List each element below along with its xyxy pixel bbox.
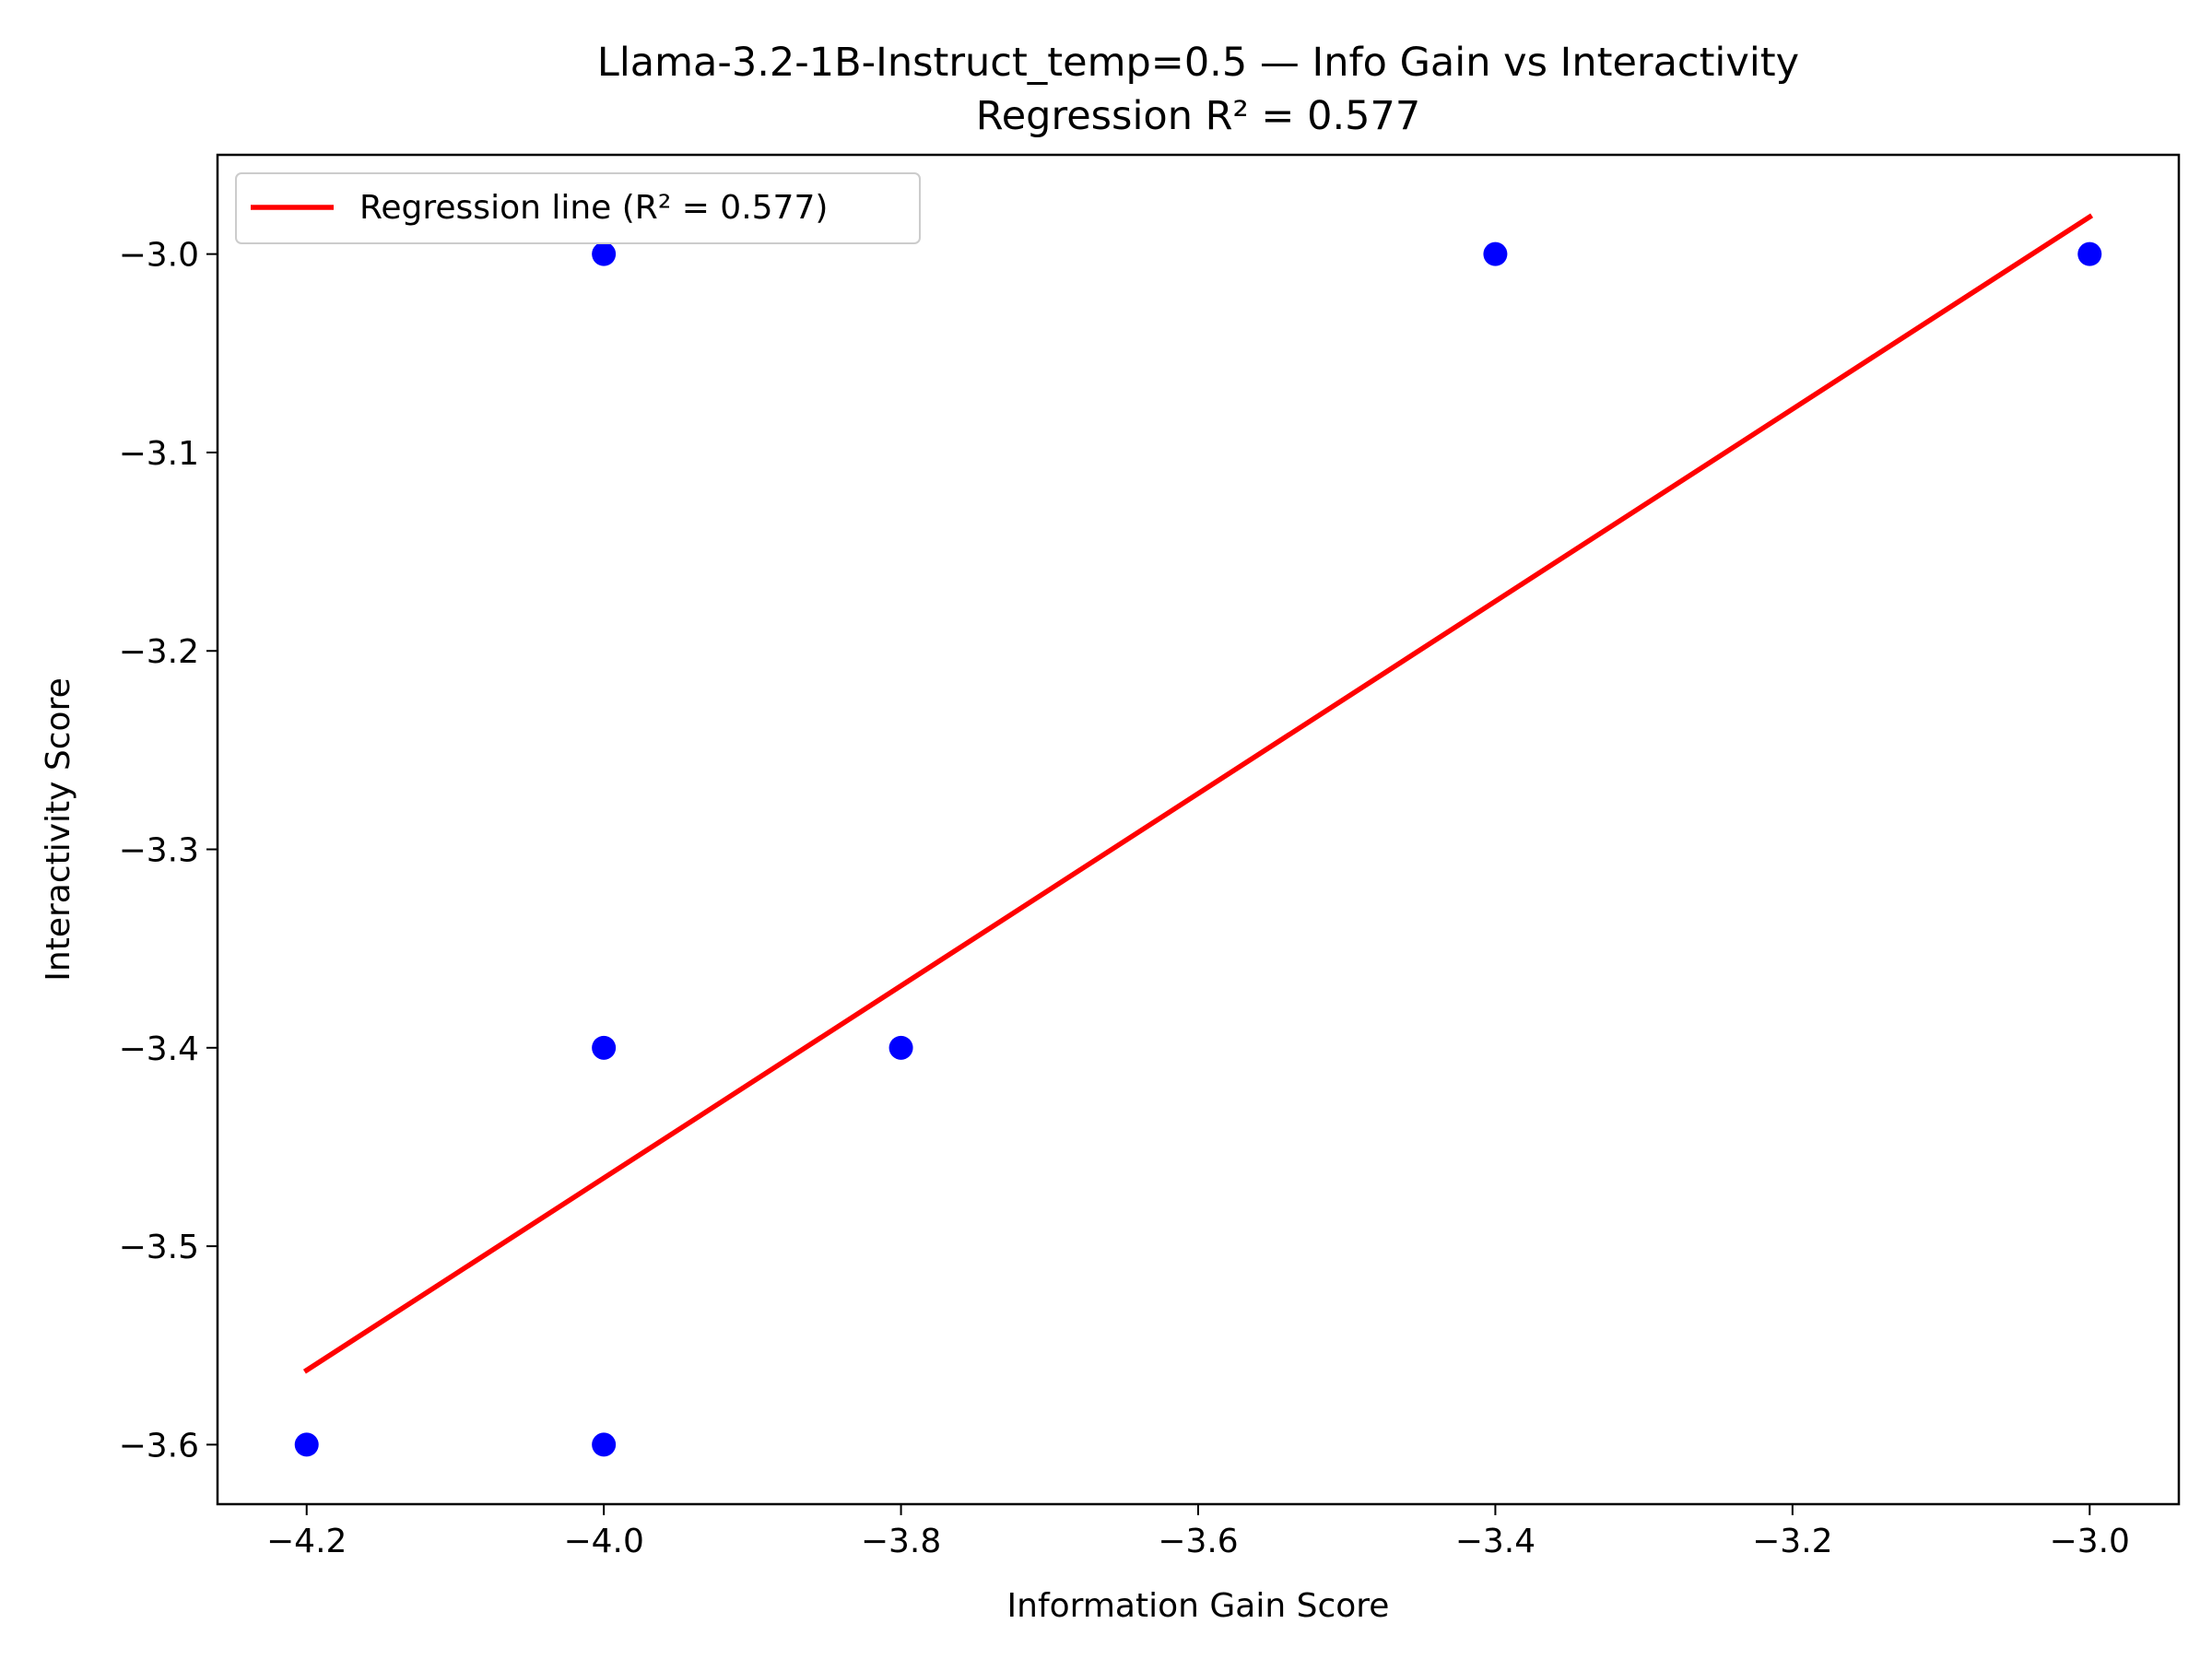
x-tick-label: −3.4: [1455, 1523, 1535, 1560]
data-point: [592, 241, 617, 266]
y-tick-label: −3.5: [119, 1229, 199, 1266]
plot-frame: [216, 153, 2181, 1506]
x-tick-label: −3.6: [1158, 1523, 1238, 1560]
y-axis-ticks: −3.0 −3.1 −3.2 −3.3 −3.4 −3.5 −3.6: [119, 237, 218, 1465]
y-axis-label: Interactivity Score: [40, 677, 77, 981]
y-tick-label: −3.3: [119, 832, 199, 870]
y-tick-label: −3.4: [119, 1030, 199, 1068]
x-axis-ticks: −4.2 −4.0 −3.8 −3.6 −3.4 −3.2 −3.0: [266, 1504, 2130, 1560]
y-tick-label: −3.6: [119, 1427, 199, 1465]
x-axis-label: Information Gain Score: [1007, 1587, 1390, 1625]
y-tick-label: −3.1: [119, 435, 199, 473]
x-tick-label: −4.0: [563, 1523, 643, 1560]
y-tick-label: −3.2: [119, 633, 199, 671]
x-tick-label: −3.0: [2050, 1523, 2130, 1560]
data-point: [888, 1035, 913, 1060]
legend-box: [235, 172, 921, 244]
x-tick-label: −3.2: [1752, 1523, 1832, 1560]
x-tick-label: −3.8: [861, 1523, 941, 1560]
data-point: [294, 1432, 319, 1457]
x-tick-label: −4.2: [266, 1523, 347, 1560]
data-point: [1483, 241, 1508, 266]
y-tick-label: −3.0: [119, 237, 199, 275]
chart-subtitle: Regression R² = 0.577: [976, 93, 1420, 139]
data-point: [592, 1432, 617, 1457]
regression-line: [302, 213, 2094, 1374]
plot-area: [294, 213, 2102, 1457]
chart-title: Llama-3.2-1B-Instruct_temp=0.5 — Info Ga…: [597, 40, 1799, 86]
data-point: [2077, 241, 2102, 266]
legend: Regression line (R² = 0.577): [235, 172, 921, 244]
data-point: [592, 1035, 617, 1060]
legend-label: Regression line (R² = 0.577): [359, 189, 828, 227]
